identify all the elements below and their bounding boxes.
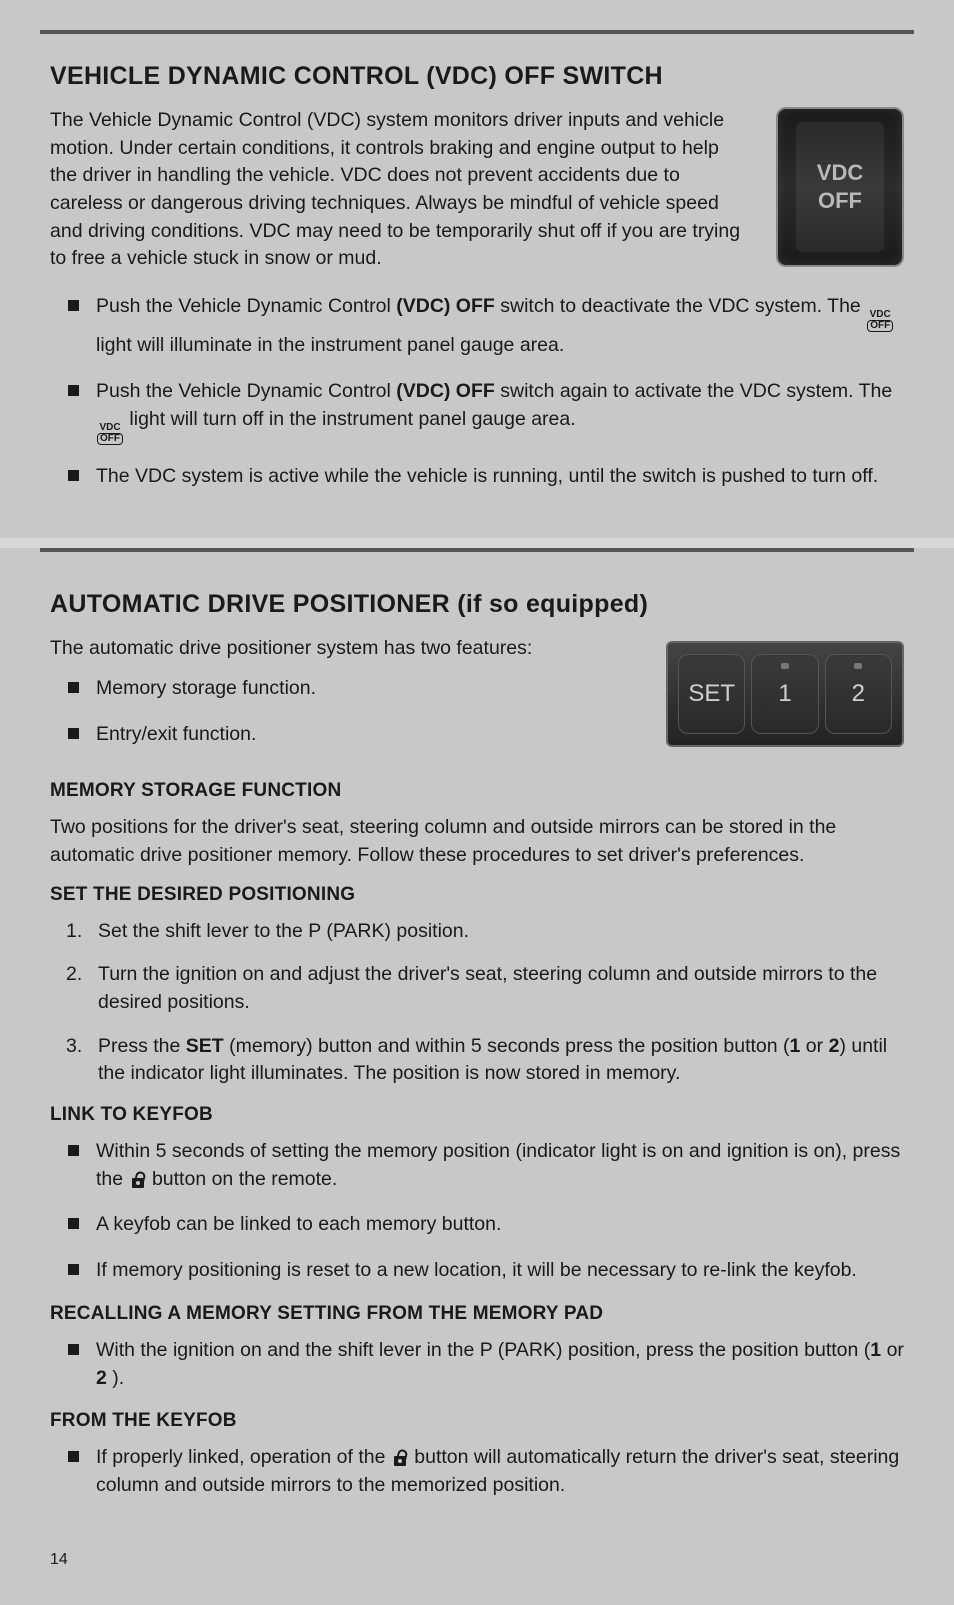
text: switch again to activate the VDC system.… [495, 380, 892, 402]
label: SET [688, 680, 735, 708]
section-vdc: VEHICLE DYNAMIC CONTROL (VDC) OFF SWITCH… [0, 34, 954, 490]
vdc-label-bottom: OFF [818, 188, 862, 214]
bullet-item: Within 5 seconds of setting the memory p… [68, 1138, 904, 1193]
bullet-item: The VDC system is active while the vehic… [68, 463, 904, 491]
intro-text: The Vehicle Dynamic Control (VDC) system… [50, 107, 748, 273]
content-row: The Vehicle Dynamic Control (VDC) system… [50, 107, 904, 285]
vdc-off-icon: VDCOFF [97, 423, 123, 445]
step-item: Press the SET (memory) button and within… [64, 1033, 904, 1088]
text: or [800, 1035, 828, 1057]
text: (memory) button and within 5 seconds pre… [224, 1035, 790, 1057]
bullet-item: If memory positioning is reset to a new … [68, 1257, 904, 1285]
text: The VDC system is active while the vehic… [96, 465, 878, 487]
text: Entry/exit function. [96, 723, 256, 745]
bullet-item: Memory storage function. [68, 675, 638, 703]
content-row: The automatic drive positioner system ha… [50, 635, 904, 766]
text: A keyfob can be linked to each memory bu… [96, 1213, 501, 1235]
link-bullets: Within 5 seconds of setting the memory p… [68, 1138, 904, 1285]
text: Push the Vehicle Dynamic Control [96, 295, 396, 317]
from-bullets: If properly linked, operation of the but… [68, 1444, 904, 1499]
bold: (VDC) OFF [396, 295, 495, 317]
intro-column: The Vehicle Dynamic Control (VDC) system… [50, 107, 748, 285]
bullet-item: Push the Vehicle Dynamic Control (VDC) O… [68, 378, 904, 445]
text: Push the Vehicle Dynamic Control [96, 380, 396, 402]
bold: 1 [870, 1339, 881, 1361]
bold: 2 [96, 1367, 107, 1389]
text: Set the shift lever to the P (PARK) posi… [98, 920, 469, 942]
positioning-steps: Set the shift lever to the P (PARK) posi… [64, 918, 904, 1088]
sub-heading-memory: MEMORY STORAGE FUNCTION [50, 780, 904, 802]
section-adp: AUTOMATIC DRIVE POSITIONER (if so equipp… [0, 552, 954, 1499]
feature-list: Memory storage function. Entry/exit func… [68, 675, 638, 748]
sub-heading-recall: RECALLING A MEMORY SETTING FROM THE MEMO… [50, 1303, 904, 1325]
vdc-switch-inner: VDC OFF [796, 122, 884, 252]
section-title: AUTOMATIC DRIVE POSITIONER (if so equipp… [50, 590, 904, 619]
image-column: SET 1 2 [666, 635, 904, 747]
recall-bullets: With the ignition on and the shift lever… [68, 1337, 904, 1392]
sub-heading-link: LINK TO KEYFOB [50, 1104, 904, 1126]
text: Turn the ignition on and adjust the driv… [98, 963, 877, 1013]
unlock-icon [131, 1170, 145, 1188]
text: light will illuminate in the instrument … [96, 334, 564, 356]
image-column: VDC OFF [776, 107, 904, 267]
bold: SET [186, 1035, 224, 1057]
step-item: Turn the ignition on and adjust the driv… [64, 961, 904, 1016]
text: Press the [98, 1035, 186, 1057]
bold: 2 [829, 1035, 840, 1057]
bullet-item: A keyfob can be linked to each memory bu… [68, 1211, 904, 1239]
text: With the ignition on and the shift lever… [96, 1339, 870, 1361]
mem-button-1: 1 [751, 654, 818, 734]
text-column: The automatic drive positioner system ha… [50, 635, 638, 766]
memory-text: Two positions for the driver's seat, ste… [50, 814, 904, 869]
bullet-item: If properly linked, operation of the but… [68, 1444, 904, 1499]
vdc-label-top: VDC [817, 160, 863, 186]
set-button: SET [678, 654, 745, 734]
text: ). [107, 1367, 124, 1389]
step-item: Set the shift lever to the P (PARK) posi… [64, 918, 904, 946]
text: Memory storage function. [96, 677, 316, 699]
unlock-icon [393, 1448, 407, 1466]
manual-page: VEHICLE DYNAMIC CONTROL (VDC) OFF SWITCH… [0, 30, 954, 1500]
text: If properly linked, operation of the [96, 1446, 391, 1468]
sub-heading-from: FROM THE KEYFOB [50, 1410, 904, 1432]
memory-pad-image: SET 1 2 [666, 641, 904, 747]
text: button on the remote. [147, 1168, 338, 1190]
bullet-item: Push the Vehicle Dynamic Control (VDC) O… [68, 293, 904, 360]
vdc-bullet-list: Push the Vehicle Dynamic Control (VDC) O… [68, 293, 904, 490]
intro-text: The automatic drive positioner system ha… [50, 635, 638, 663]
text: switch to deactivate the VDC system. The [495, 295, 866, 317]
label: 1 [778, 680, 791, 708]
page-number: 14 [50, 1551, 68, 1569]
vdc-off-icon: VDCOFF [867, 310, 893, 332]
text: light will turn off in the instrument pa… [124, 408, 576, 430]
bold: (VDC) OFF [396, 380, 495, 402]
text: If memory positioning is reset to a new … [96, 1259, 857, 1281]
vdc-switch-image: VDC OFF [776, 107, 904, 267]
section-title: VEHICLE DYNAMIC CONTROL (VDC) OFF SWITCH [50, 62, 904, 91]
label: 2 [852, 680, 865, 708]
bullet-item: Entry/exit function. [68, 721, 638, 749]
bold: 1 [790, 1035, 801, 1057]
bullet-item: With the ignition on and the shift lever… [68, 1337, 904, 1392]
text: or [881, 1339, 904, 1361]
section-divider-light [0, 538, 954, 548]
sub-heading-desired: SET THE DESIRED POSITIONING [50, 884, 904, 906]
mem-button-2: 2 [825, 654, 892, 734]
